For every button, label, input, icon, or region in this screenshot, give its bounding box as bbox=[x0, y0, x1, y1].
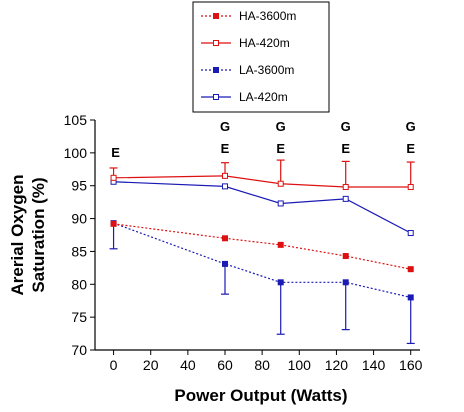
data-point bbox=[222, 260, 228, 267]
y-tick-label: 100 bbox=[64, 145, 88, 161]
data-point bbox=[277, 180, 284, 187]
legend-entry-HA-420m: HA-420m bbox=[201, 36, 290, 50]
data-point bbox=[110, 220, 117, 227]
series-line bbox=[113, 222, 411, 299]
legend-marker bbox=[213, 13, 219, 19]
axes: 70 75 80 85 90 95 100 105 0 20 40 60 80 100 120 140 160 bbox=[64, 112, 423, 373]
data-point bbox=[407, 230, 414, 237]
data-point bbox=[277, 200, 284, 207]
x-tick-label: 160 bbox=[399, 357, 423, 373]
legend-label: HA-3600m bbox=[239, 9, 296, 23]
legend-label: HA-420m bbox=[239, 36, 290, 50]
y-tick-label: 75 bbox=[71, 309, 87, 325]
legend-label: LA-420m bbox=[239, 90, 288, 104]
x-tick-label: 0 bbox=[110, 357, 118, 373]
annotation-e: E bbox=[276, 141, 285, 156]
data-point bbox=[277, 279, 284, 286]
data-point bbox=[222, 172, 228, 179]
annotation-g: G bbox=[276, 119, 286, 134]
x-tick-label: 120 bbox=[325, 357, 349, 373]
annotation-e: E bbox=[406, 141, 415, 156]
x-axis-title: Power Output (Watts) bbox=[174, 386, 347, 405]
x-tick-label: 140 bbox=[362, 357, 386, 373]
data-point bbox=[110, 174, 117, 181]
legend-marker bbox=[213, 40, 219, 46]
annotation-g: G bbox=[341, 119, 351, 134]
legend: HA-3600m HA-420m LA-3600m LA-420m bbox=[192, 1, 330, 113]
y-tick-label: 80 bbox=[71, 276, 87, 292]
x-tick-label: 40 bbox=[180, 357, 196, 373]
data-point bbox=[342, 195, 349, 202]
series-group bbox=[109, 159, 415, 345]
legend-entry-LA-420m: LA-420m bbox=[201, 90, 288, 104]
y-tick-label: 90 bbox=[71, 211, 87, 227]
data-point bbox=[222, 235, 228, 242]
series-line bbox=[113, 223, 411, 270]
series-line bbox=[113, 175, 411, 188]
series-LA-420m bbox=[110, 178, 414, 237]
data-point bbox=[342, 279, 349, 286]
annotation-g: G bbox=[220, 119, 230, 134]
series-HA-3600m bbox=[110, 220, 414, 273]
y-axis-title-line-2: Saturation (%) bbox=[29, 177, 48, 292]
y-tick-label: 70 bbox=[71, 342, 87, 358]
x-tick-label: 60 bbox=[217, 357, 233, 373]
legend-entry-LA-3600m: LA-3600m bbox=[201, 63, 294, 77]
legend-label: LA-3600m bbox=[239, 63, 294, 77]
legend-marker bbox=[213, 94, 219, 100]
y-tick-label: 85 bbox=[71, 243, 87, 259]
series-LA-3600m bbox=[109, 220, 415, 345]
data-point bbox=[342, 184, 349, 191]
series-HA-420m bbox=[109, 159, 415, 191]
annotation-e: E bbox=[111, 145, 120, 160]
x-tick-label: 80 bbox=[254, 357, 270, 373]
data-point bbox=[342, 253, 349, 260]
annotation-e: E bbox=[221, 141, 230, 156]
y-tick-label: 95 bbox=[71, 178, 87, 194]
legend-entry-HA-3600m: HA-3600m bbox=[201, 9, 296, 23]
data-point bbox=[407, 294, 414, 301]
y-tick-label: 105 bbox=[64, 112, 88, 128]
data-point bbox=[407, 266, 414, 273]
x-tick-label: 20 bbox=[143, 357, 159, 373]
x-tick-label: 100 bbox=[288, 357, 312, 373]
legend-box bbox=[192, 1, 330, 113]
y-axis-title-line-1: Arerial Oxygen bbox=[8, 175, 27, 296]
legend-marker bbox=[213, 67, 219, 73]
annotation-g: G bbox=[406, 119, 416, 134]
series-line bbox=[113, 181, 411, 234]
data-point bbox=[277, 241, 284, 248]
data-point bbox=[222, 183, 228, 190]
annotation-e: E bbox=[341, 141, 350, 156]
data-point bbox=[407, 184, 414, 191]
